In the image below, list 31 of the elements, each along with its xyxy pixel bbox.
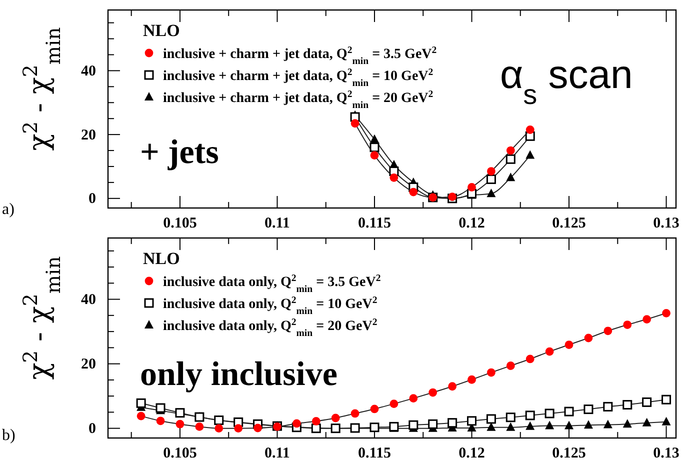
legend-label: inclusive + charm + jet data, Q$^{2}$$_{min}$ = 3.5 GeV$^{2}$	[163, 44, 437, 66]
legend-label: inclusive data only, Q$^{2}$$_{min}$ = 20 GeV$^{2}$	[163, 316, 378, 338]
x-tick-label: 0.11	[264, 446, 290, 462]
x-tick-label: 0.115	[358, 446, 391, 462]
x-tick-label: 0.12	[458, 216, 485, 232]
annotation: α$_{s}$ scan	[500, 53, 633, 110]
x-tick-label: 0.11	[264, 216, 290, 232]
x-tick-label: 0.13	[653, 446, 680, 462]
y-tick-label: 0	[88, 421, 96, 438]
x-tick-label: 0.115	[358, 216, 391, 232]
x-tick-label: 0.13	[653, 216, 680, 232]
x-tick-label: 0.105	[163, 446, 197, 462]
legend-label: inclusive + charm + jet data, Q$^{2}$$_{min}$ = 20 GeV$^{2}$	[163, 88, 434, 110]
annotation: + jets	[140, 134, 219, 171]
legend-label: inclusive data only, Q$^{2}$$_{min}$ = 10 GeV$^{2}$	[163, 294, 378, 316]
x-tick-label: 0.125	[552, 216, 586, 232]
y-tick-label: 20	[81, 127, 96, 144]
y-tick-label: 40	[81, 63, 96, 80]
legend-title: NLO	[143, 249, 180, 268]
x-tick-label: 0.12	[458, 446, 485, 462]
legend-title: NLO	[143, 21, 180, 40]
annotation: only inclusive	[140, 356, 338, 393]
x-tick-label: 0.125	[552, 446, 586, 462]
text: b)	[2, 427, 16, 444]
y-tick-label: 20	[81, 356, 96, 373]
x-tick-label: 0.105	[163, 216, 197, 232]
text: a)	[2, 201, 14, 218]
legend-label: inclusive + charm + jet data, Q$^{2}$$_{min}$ = 10 GeV$^{2}$	[163, 66, 434, 88]
legend-label: inclusive data only, Q$^{2}$$_{min}$ = 3.5 GeV$^{2}$	[163, 272, 381, 294]
y-tick-label: 0	[88, 191, 96, 208]
y-tick-label: 40	[81, 292, 96, 308]
